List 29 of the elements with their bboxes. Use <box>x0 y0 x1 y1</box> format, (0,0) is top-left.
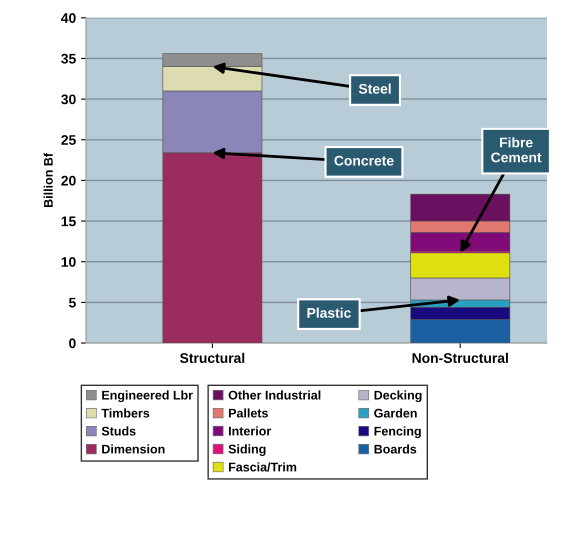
legend-label: Decking <box>374 390 422 402</box>
annotation: Plastic <box>307 308 351 318</box>
legend-label: Fencing <box>374 426 421 438</box>
x-tick-label: Non-Structural <box>412 352 508 363</box>
y-tick-label: 5 <box>68 298 76 308</box>
y-tick-label: 25 <box>61 135 76 145</box>
x-tick-label: Structural <box>180 352 244 363</box>
legend-label: Studs <box>102 426 136 436</box>
legend-label: Other Industrial <box>228 390 320 400</box>
legend-label: Interior <box>228 426 272 436</box>
legend-label: Garden <box>374 408 417 418</box>
legend-label: Engineered Lbr <box>102 390 193 402</box>
legend-label: Fascia/Trim <box>228 462 296 472</box>
y-tick-label: 10 <box>62 257 76 267</box>
annotation: Concrete <box>334 156 394 166</box>
y-tick-label: 30 <box>61 94 76 104</box>
legend-label: Boards <box>374 444 416 454</box>
y-tick-label: 40 <box>61 13 76 23</box>
y-tick-label: 15 <box>62 216 76 226</box>
annotation: Fibre Cement <box>491 137 542 162</box>
y-axis-title: Billion Bf <box>44 152 53 208</box>
legend-label: Pallets <box>228 408 268 418</box>
y-tick-label: 35 <box>61 54 76 64</box>
y-tick-label: 20 <box>61 176 76 186</box>
annotation: Steel <box>358 84 391 94</box>
y-tick-label: 0 <box>69 338 76 348</box>
legend-label: Timbers <box>102 408 150 418</box>
legend-label: Siding <box>228 444 266 456</box>
legend-label: Dimension <box>102 444 164 454</box>
